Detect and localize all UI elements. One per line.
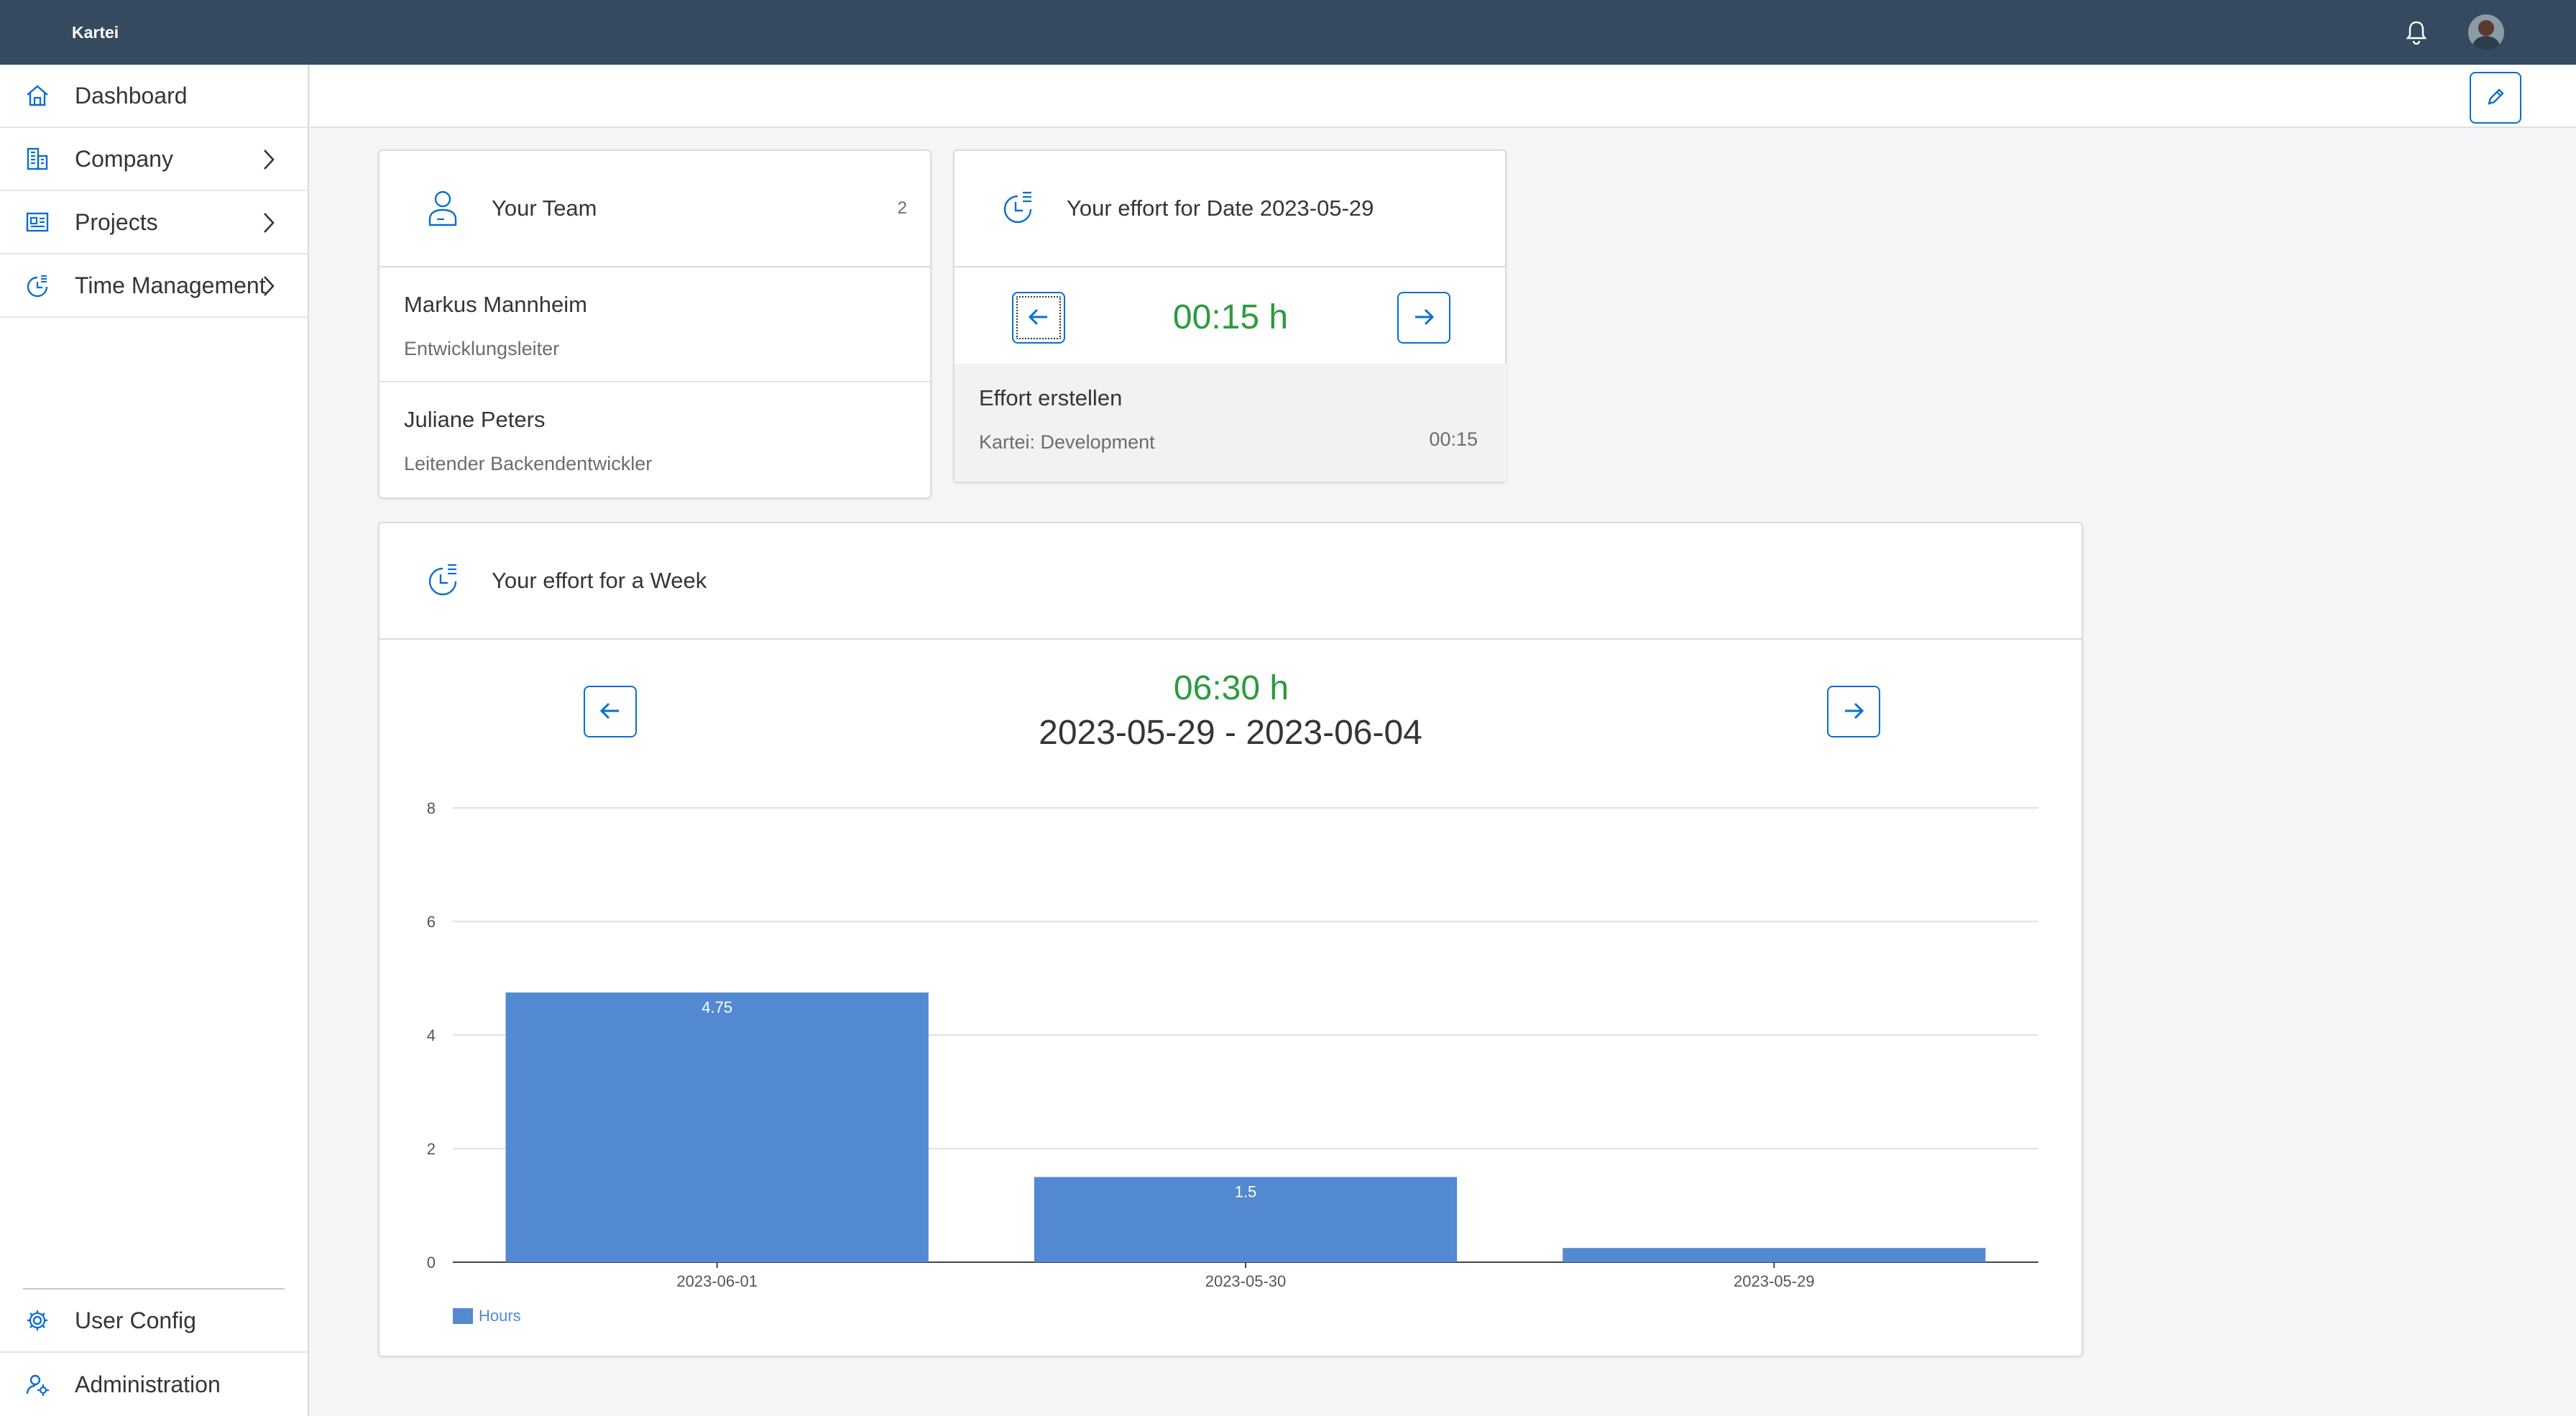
user-avatar[interactable] [2468, 14, 2504, 50]
time-entry-icon [423, 561, 463, 601]
member-name: Markus Mannheim [404, 292, 587, 317]
previous-week-button[interactable] [584, 686, 637, 737]
bar-data-label: 4.75 [702, 998, 732, 1016]
nav-item-projects[interactable]: Projects [0, 191, 308, 254]
team-count: 2 [897, 198, 907, 218]
next-week-button[interactable] [1827, 686, 1880, 737]
day-effort-card: Your effort for Date 2023-05-29 00:15 h … [953, 150, 1506, 483]
nav-item-label: Company [75, 145, 173, 172]
effort-title: Effort erstellen [979, 385, 1123, 410]
nav-item-label: Administration [75, 1371, 221, 1397]
card-title: Your Team [492, 196, 597, 221]
bell-icon[interactable] [2401, 17, 2432, 48]
x-tick-label: 2023-06-01 [676, 1272, 758, 1290]
side-navigation: Dashboard Company Projects Time Manageme… [0, 65, 309, 1416]
y-tick-label: 0 [427, 1254, 436, 1272]
edit-button[interactable] [2470, 72, 2521, 124]
card-header: Your Team 2 [380, 151, 930, 267]
divider [23, 1288, 285, 1289]
list-item[interactable]: Juliane Peters Leitender Backendentwickl… [380, 382, 930, 497]
nav-item-user-config[interactable]: User Config [0, 1289, 308, 1353]
y-tick-label: 8 [427, 799, 436, 817]
bar[interactable] [1034, 1177, 1458, 1263]
member-role: Leitender Backendentwickler [404, 453, 653, 474]
arrow-left-icon [599, 701, 622, 723]
app-title[interactable]: Kartei [72, 22, 119, 42]
time-entry-icon [24, 272, 50, 298]
x-tick-label: 2023-05-30 [1205, 1272, 1287, 1290]
card-header: Your effort for a Week [380, 523, 2082, 640]
card-title: Your effort for Date 2023-05-29 [1067, 196, 1374, 221]
card-header: Your effort for Date 2023-05-29 [954, 151, 1505, 267]
member-role: Entwicklungsleiter [404, 338, 560, 359]
bar[interactable] [505, 992, 929, 1262]
week-effort-card: Your effort for a Week 06:30 h 2023-05-2… [378, 522, 2083, 1357]
week-date-range: 2023-05-29 - 2023-06-04 [1039, 714, 1422, 752]
chevron-right-icon[interactable] [256, 147, 282, 173]
team-card: Your Team 2 Markus Mannheim Entwicklungs… [378, 150, 932, 499]
nav-item-label: Time Management [75, 272, 266, 298]
member-name: Juliane Peters [404, 407, 546, 432]
bar[interactable] [1563, 1248, 1986, 1262]
time-entry-icon [998, 188, 1038, 229]
nav-item-administration[interactable]: Administration [0, 1353, 308, 1416]
user-settings-icon [24, 1371, 50, 1397]
hours-bar-chart: 0 2 4 6 8 4.75 2023-06-01 1.5 2023-05-30 2023-05… [427, 799, 2038, 1325]
arrow-left-icon [1027, 307, 1050, 329]
card-title: Your effort for a Week [492, 568, 707, 593]
nav-item-label: Projects [75, 208, 158, 235]
previous-day-button[interactable] [1012, 292, 1065, 344]
shell-bar: Kartei [0, 0, 2576, 65]
arrow-right-icon [1412, 307, 1435, 329]
y-tick-label: 6 [427, 913, 436, 931]
nav-item-label: Dashboard [75, 82, 188, 109]
legend-swatch[interactable] [453, 1308, 473, 1324]
projects-icon [24, 209, 50, 235]
building-icon [24, 146, 50, 172]
arrow-right-icon [1842, 701, 1865, 723]
effort-project: Kartei: Development [979, 431, 1155, 453]
day-total-hours: 00:15 h [1172, 298, 1289, 336]
chevron-right-icon[interactable] [256, 273, 282, 299]
page-subheader [310, 65, 2576, 128]
y-tick-label: 2 [427, 1140, 436, 1158]
effort-duration: 00:15 [1429, 428, 1478, 450]
sidebar-fixed-items: User Config Administration [0, 1288, 308, 1416]
nav-item-label: User Config [75, 1307, 196, 1333]
x-tick-label: 2023-05-29 [1734, 1272, 1815, 1290]
home-icon [24, 83, 50, 109]
nav-item-time-management[interactable]: Time Management [0, 254, 308, 318]
gear-icon [24, 1307, 50, 1333]
person-icon [423, 188, 463, 229]
effort-list-item[interactable]: Effort erstellen Kartei: Development 00:… [954, 364, 1506, 482]
nav-item-dashboard[interactable]: Dashboard [0, 65, 308, 128]
y-tick-label: 4 [427, 1026, 436, 1044]
next-day-button[interactable] [1397, 292, 1450, 344]
week-total-hours: 06:30 h [1173, 669, 1289, 707]
legend-label[interactable]: Hours [479, 1307, 521, 1325]
list-item[interactable]: Markus Mannheim Entwicklungsleiter [380, 267, 930, 382]
bar-data-label: 1.5 [1235, 1183, 1257, 1201]
pencil-icon [2485, 86, 2506, 110]
nav-item-company[interactable]: Company [0, 128, 308, 191]
chevron-right-icon[interactable] [256, 210, 282, 236]
